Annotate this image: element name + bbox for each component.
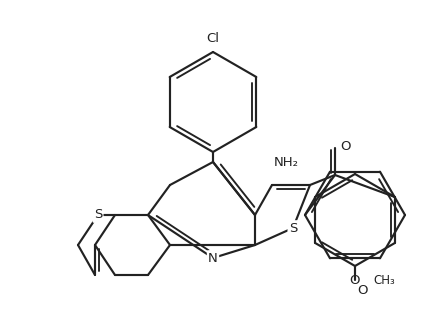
Text: O: O: [340, 139, 350, 153]
Text: Cl: Cl: [206, 33, 219, 45]
Text: N: N: [208, 251, 218, 265]
Text: CH₃: CH₃: [373, 274, 395, 287]
Text: S: S: [94, 209, 102, 221]
Text: O: O: [357, 284, 368, 297]
Text: NH₂: NH₂: [274, 157, 299, 169]
Text: S: S: [289, 221, 297, 235]
Text: O: O: [350, 274, 360, 287]
